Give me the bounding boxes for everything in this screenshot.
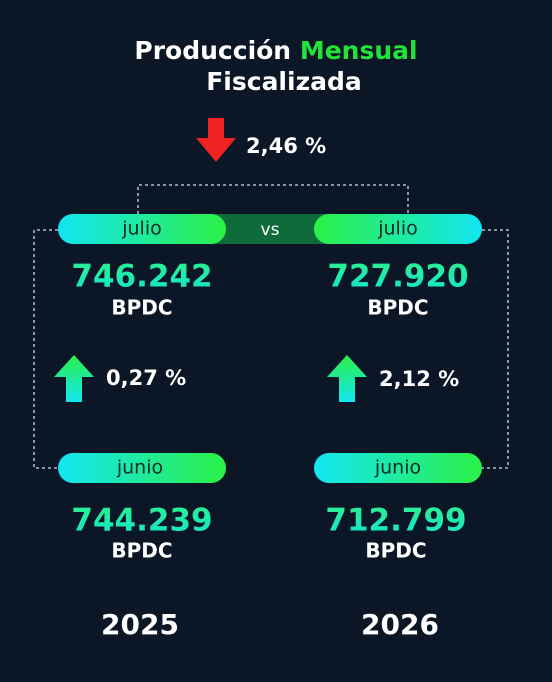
vs: vs <box>261 220 280 240</box>
pill-label: julio <box>121 218 162 240</box>
up-arrow <box>54 355 94 402</box>
title-line2: Fiscalizada <box>206 67 362 96</box>
top-change: 2,46 % <box>246 134 326 158</box>
value: 712.799 <box>325 503 466 539</box>
bracket <box>137 184 409 214</box>
unit: BPDC <box>367 296 428 320</box>
change: 0,27 % <box>106 366 186 390</box>
title-part: Producción <box>134 36 291 65</box>
up-arrow <box>327 355 367 402</box>
unit: BPDC <box>111 296 172 320</box>
bracket <box>33 229 58 469</box>
pill <box>58 214 226 244</box>
change: 2,12 % <box>379 367 459 391</box>
value: 727.920 <box>327 259 468 295</box>
unit: BPDC <box>111 539 172 563</box>
year: 2025 <box>101 608 179 641</box>
pill-label: junio <box>374 457 421 479</box>
bracket <box>482 229 509 469</box>
pill <box>58 453 226 483</box>
pill-label: julio <box>377 218 418 240</box>
title-highlight: Mensual <box>300 36 418 65</box>
value: 744.239 <box>71 503 212 539</box>
pill-label: junio <box>116 457 163 479</box>
pill <box>314 214 482 244</box>
year: 2026 <box>361 608 439 641</box>
value: 746.242 <box>71 259 212 295</box>
unit: BPDC <box>365 539 426 563</box>
title: Producción Mensual <box>134 36 417 65</box>
down-arrow <box>196 118 236 162</box>
pill <box>314 453 482 483</box>
